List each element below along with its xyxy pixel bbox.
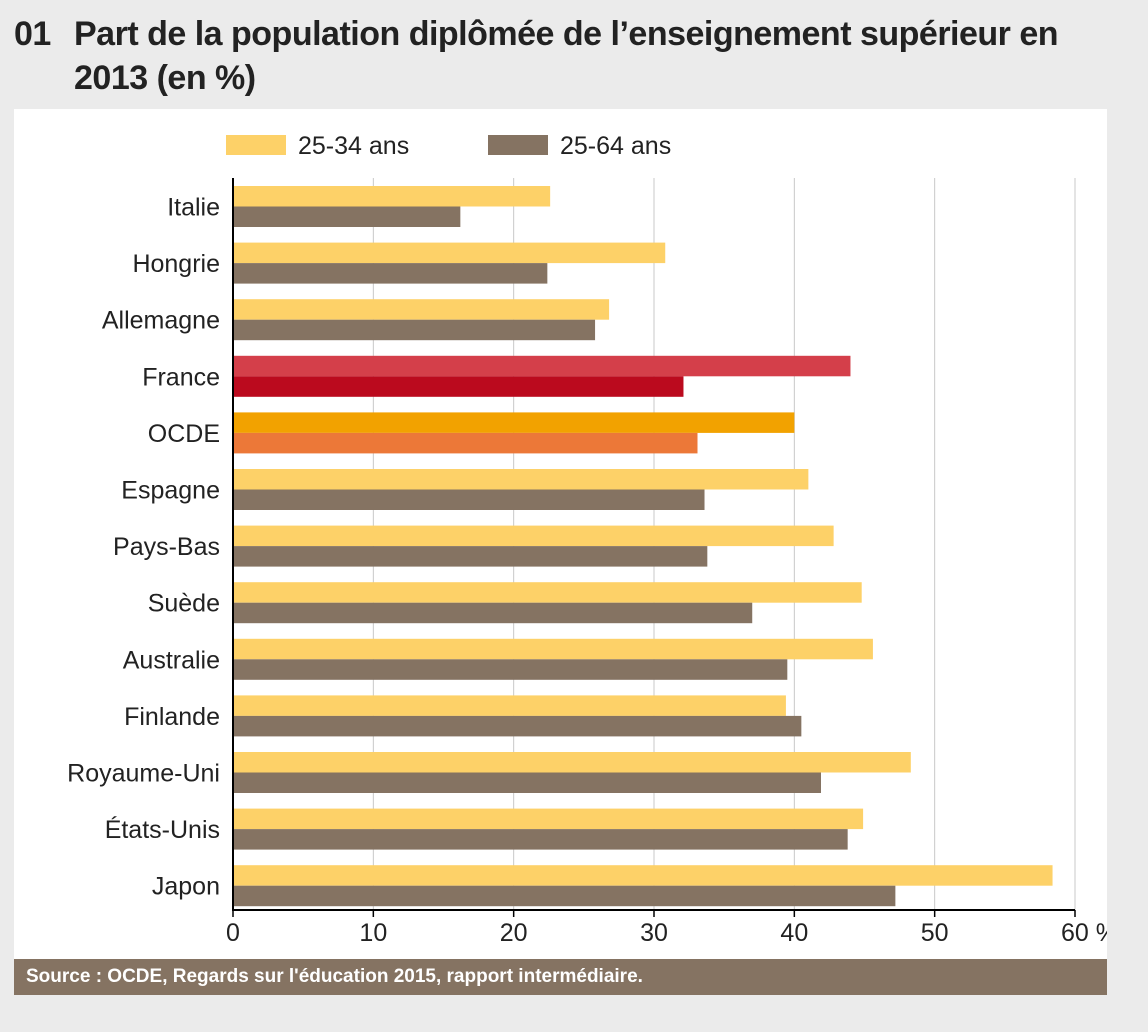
category-label-pays-bas: Pays-Bas [113,533,220,561]
bar-france-25-64-ans [233,376,684,397]
category-label-france: France [142,363,220,391]
category-label-italie: Italie [167,194,220,222]
bar-japon-25-34-ans [233,865,1053,886]
bar-japon-25-64-ans [233,885,896,907]
bar-france-25-34-ans [233,355,851,377]
legend-swatch-25-34-ans [226,135,286,155]
bar-hongrie-25-34-ans [233,242,666,264]
bar-italie-25-64-ans [233,206,461,227]
x-tick-label-40: 40 [780,919,808,947]
bar-pays-bas-25-34-ans [233,525,834,547]
category-label-hongrie: Hongrie [132,250,220,278]
category-label-allemagne: Allemagne [102,307,220,335]
bar-australie-25-34-ans [233,638,873,660]
figure-title-text: Part de la population diplômée de l’ense… [74,15,1059,97]
chart-axes [232,178,1076,917]
x-tick-label-10: 10 [359,919,387,947]
bar-chart: 25-34 ans 25-64 ans Italie Hongrie Allemagn… [67,132,1118,947]
bar-suede-25-64-ans [233,602,753,624]
x-tick-label-50: 50 [921,919,949,947]
figure-number: 01 [14,15,51,53]
bar-allemagne-25-34-ans [233,299,610,320]
bar-hongrie-25-64-ans [233,263,548,284]
category-labels: Italie Hongrie Allemagne France OCDE Espagne P… [67,194,220,901]
category-label-australie: Australie [123,646,220,674]
bar-ocde-25-64-ans [233,432,698,454]
source-note: Source : OCDE, Regards sur l'éducation 2… [14,959,1107,995]
chart-legend: 25-34 ans 25-64 ans [226,132,671,160]
x-tick-label-0: 0 [226,919,240,947]
chart-panel: 25-34 ans 25-64 ans Italie Hongrie Allemagn… [14,109,1118,959]
bar-italie-25-34-ans [233,186,551,207]
x-tick-label-60: 60 % [1061,919,1107,947]
chart-bars [233,186,1053,907]
bar-royaume-uni-25-64-ans [233,772,821,793]
bar-finlande-25-34-ans [233,695,786,716]
bar-royaume-uni-25-34-ans [233,752,911,773]
legend-label-25-64-ans: 25-64 ans [560,132,671,160]
bar-finlande-25-64-ans [233,715,802,737]
bar-etats-unis-25-34-ans [233,808,864,830]
bar-espagne-25-34-ans [233,469,809,490]
bar-australie-25-64-ans [233,659,788,680]
x-tick-label-20: 20 [500,919,528,947]
bar-etats-unis-25-64-ans [233,829,848,850]
category-label-finlande: Finlande [124,703,220,731]
category-label-japon: Japon [152,873,220,901]
category-label-etats-unis: États-Unis [105,815,220,844]
legend-swatch-25-64-ans [488,135,548,155]
category-label-royaume-uni: Royaume-Uni [67,760,220,788]
category-label-suede: Suède [148,590,220,618]
bar-pays-bas-25-64-ans [233,546,708,567]
x-tick-label-30: 30 [640,919,668,947]
category-label-espagne: Espagne [121,477,220,505]
bar-ocde-25-34-ans [233,412,795,433]
x-tick-labels: 0 10 20 30 40 50 60 % [226,919,1118,947]
bar-espagne-25-64-ans [233,489,705,510]
bar-allemagne-25-64-ans [233,319,596,341]
bar-suede-25-34-ans [233,582,862,603]
category-label-ocde: OCDE [148,420,220,448]
legend-label-25-34-ans: 25-34 ans [298,132,409,160]
